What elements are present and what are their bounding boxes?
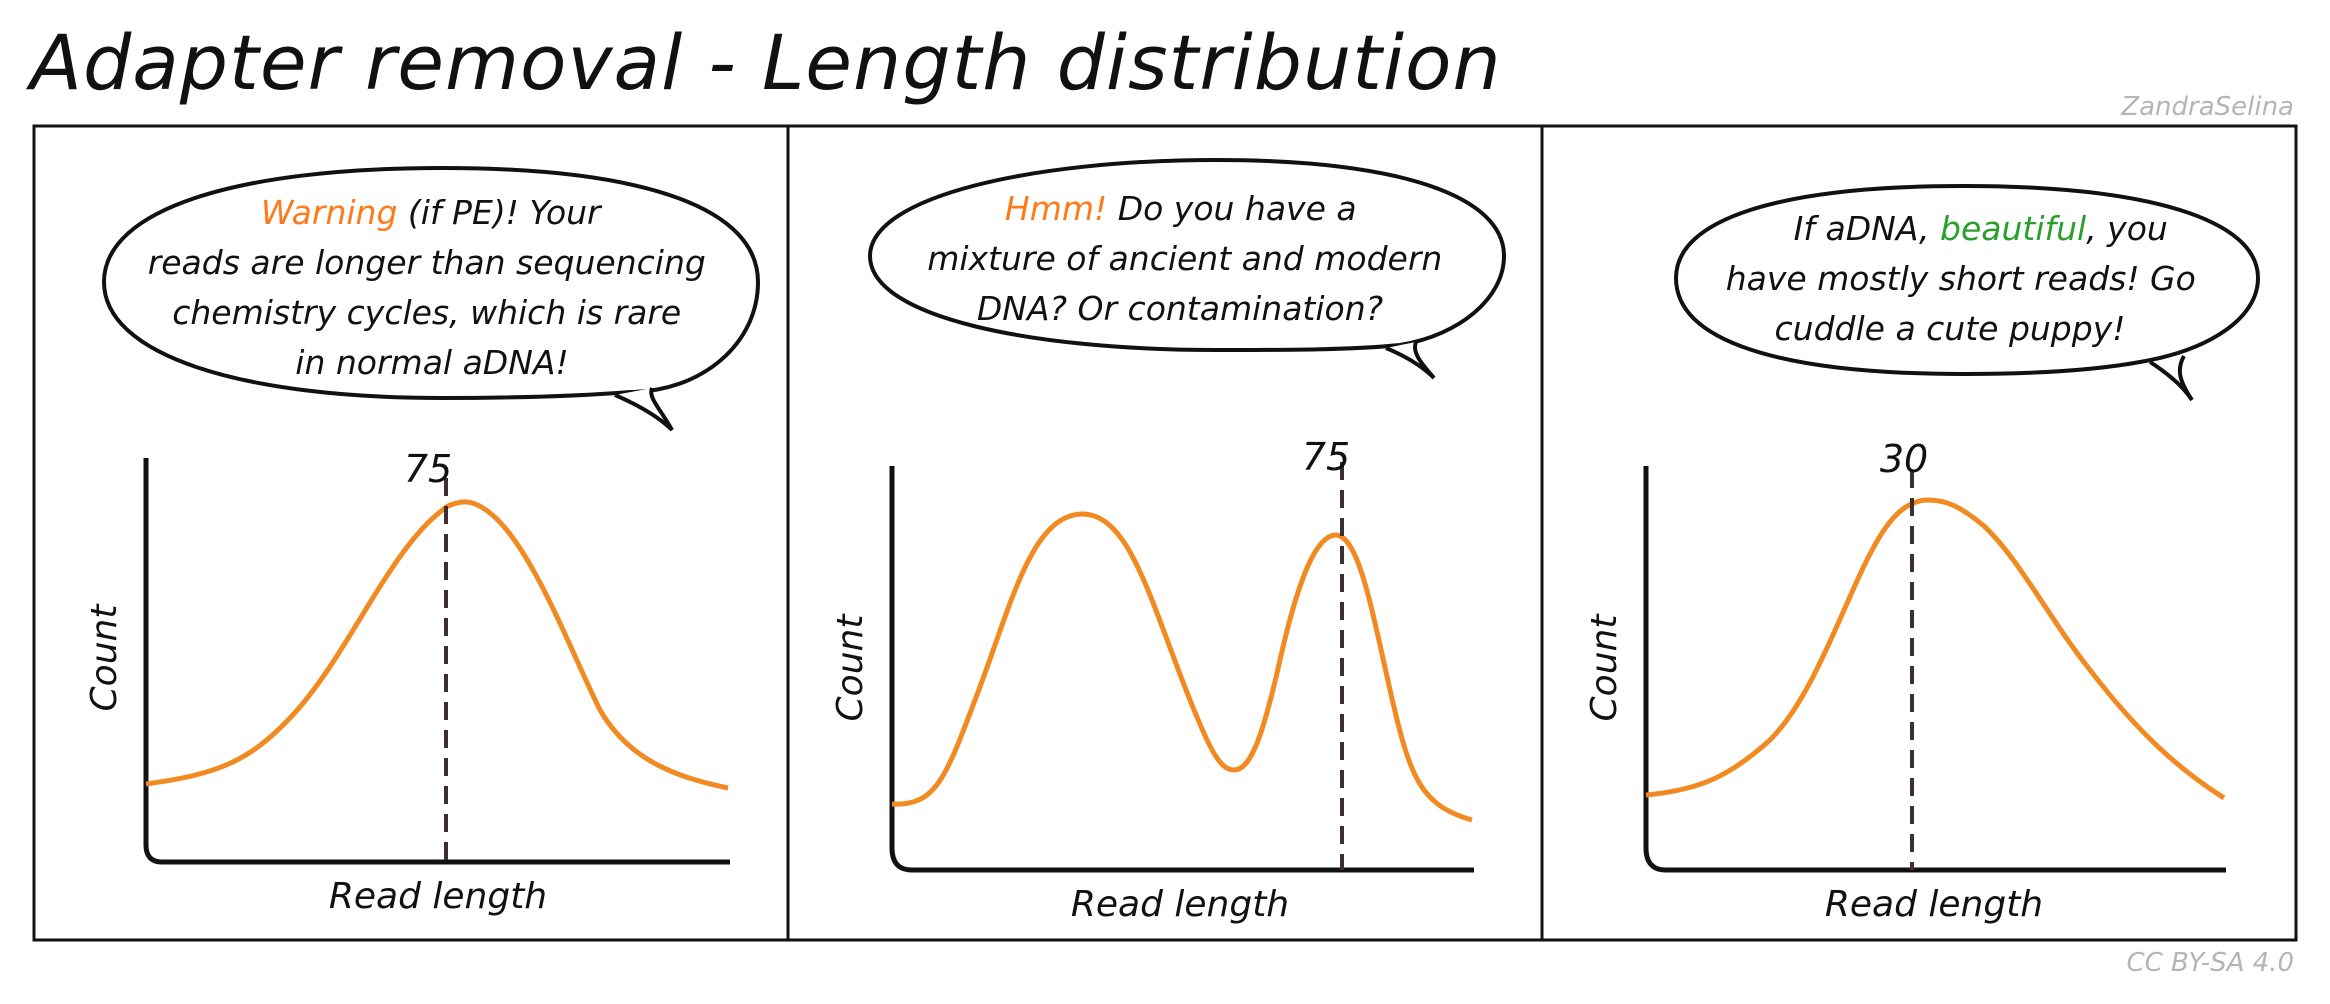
axes-1 xyxy=(143,458,730,865)
peak-label-2: 75 xyxy=(1302,435,1350,479)
comic-frame xyxy=(32,124,2298,942)
license-label: CC BY-SA 4.0 xyxy=(2126,948,2294,978)
bubble-2-line3: DNA? Or contamination? xyxy=(977,289,1383,328)
bubble-3-beautiful: beautiful xyxy=(1940,209,2086,248)
svg-text:Hmm! Do you have a mixtu: Hmm! Do you have a mixture of ancient an… xyxy=(927,189,1453,328)
distribution-curve-3 xyxy=(1645,497,2226,801)
bubble-1-line2: reads are longer than sequencing xyxy=(148,243,706,282)
y-axis-label-1: Count xyxy=(84,603,125,712)
axes-2 xyxy=(889,466,1474,873)
bubble-1-line1: (if PE)! Your xyxy=(397,193,603,232)
peak-label-3: 30 xyxy=(1880,437,1928,481)
bubble-1-line4: in normal aDNA! xyxy=(295,343,568,382)
bubble-2-line1: Do you have a xyxy=(1107,189,1356,228)
distribution-curve-1 xyxy=(145,499,729,791)
bubble-3-line1-pre: If aDNA, xyxy=(1794,209,1940,248)
page-title: Adapter removal - Length distribution xyxy=(30,18,1502,107)
bubble-1-warning: Warning xyxy=(261,193,398,232)
panel-2: Hmm! Do you have a mixture of ancient an… xyxy=(830,157,1507,925)
y-axis-label-2: Count xyxy=(830,613,871,722)
svg-text:If aDNA, beautiful, you: If aDNA, beautiful, you have mostly shor… xyxy=(1726,209,2207,348)
x-axis-label-3: Read length xyxy=(1825,884,2043,925)
y-axis-label-3: Count xyxy=(1584,613,1625,722)
panel-1: Warning (if PE)! Your reads are longer t… xyxy=(84,165,761,917)
svg-text:Warning (if PE)! Your re: Warning (if PE)! Your reads are longer t… xyxy=(148,193,717,382)
peak-label-1: 75 xyxy=(404,447,452,491)
x-axis-label-1: Read length xyxy=(329,876,547,917)
bubble-2-hmm: Hmm! xyxy=(1005,189,1107,228)
bubble-1-line3: chemistry cycles, which is rare xyxy=(172,293,681,332)
panel-3: If aDNA, beautiful, you have mostly shor… xyxy=(1584,183,2261,925)
bubble-3-line2: have mostly short reads! Go xyxy=(1726,259,2196,298)
axes-3 xyxy=(1643,466,2226,873)
bubble-2-line2: mixture of ancient and modern xyxy=(927,239,1442,278)
speech-bubble-1 xyxy=(101,165,761,432)
author-credit: ZandraSelina xyxy=(2121,92,2294,122)
bubble-3-line3: cuddle a cute puppy! xyxy=(1775,309,2126,348)
speech-bubble-3 xyxy=(1673,183,2261,402)
bubble-3-line1-post: , you xyxy=(2086,209,2168,248)
x-axis-label-2: Read length xyxy=(1071,884,1289,925)
speech-bubble-2 xyxy=(867,157,1507,380)
distribution-curve-2 xyxy=(891,511,1473,823)
